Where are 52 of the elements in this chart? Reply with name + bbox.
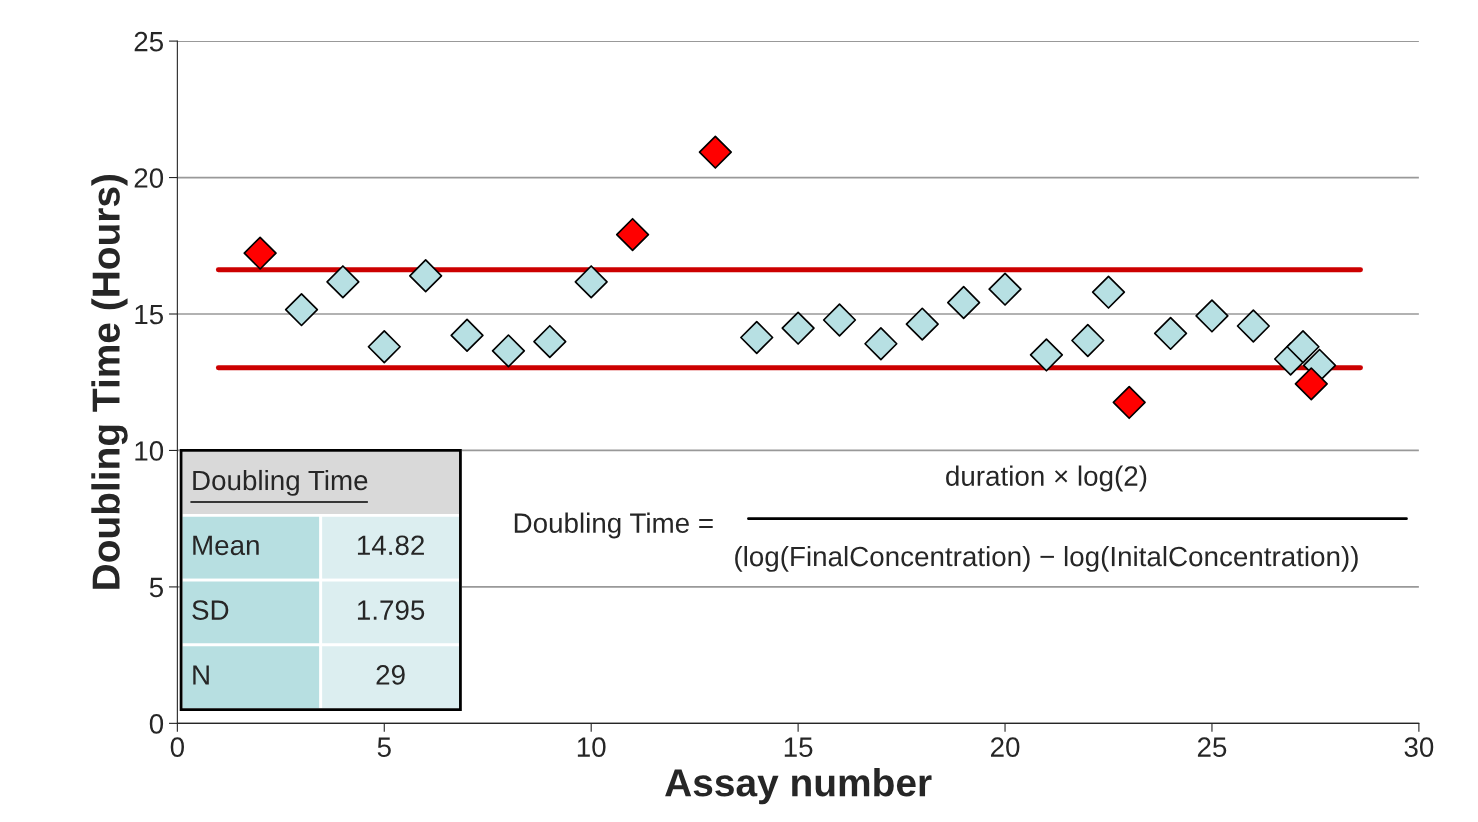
x-tick-label: 5 [377,737,391,757]
annotation: Doubling Time [193,469,368,496]
y-tick-label: 10 [135,441,164,461]
annotation: N [193,665,209,685]
point [491,334,526,368]
x-tick-label: 10 [577,737,606,757]
annotation: 1.795 [357,600,425,620]
point [408,259,443,293]
point [822,303,857,337]
y-axis-title: Doubling Time (Hours) [91,174,128,589]
point [1294,367,1328,401]
x-tick-label: 15 [784,737,813,757]
y-tick-label: 25 [134,31,163,52]
annotation: (log(FinalConcentration) − log(InitalConcentration)) [735,545,1358,572]
point [326,265,360,299]
point [1195,299,1229,333]
y-tick-label: 5 [149,577,163,598]
point [367,330,401,364]
annotation: 14.82 [357,535,424,556]
point [1236,309,1271,343]
annotation: duration × log(2) [946,465,1147,492]
point [698,135,733,169]
point [1091,275,1126,309]
x-axis-title: Assay number [665,768,932,805]
point [243,236,277,270]
y-tick-label: 15 [135,304,163,325]
point [946,285,981,320]
x-tick-label: 25 [1197,737,1227,757]
annotation: Doubling Time = [514,512,713,539]
point [1029,338,1064,372]
y-tick-label: 20 [134,168,164,188]
point [905,307,939,341]
annotation: Mean [193,535,259,556]
point [284,292,319,327]
point [450,318,484,352]
annotation: SD [192,600,229,620]
x-tick-label: 30 [1404,737,1434,757]
point [1112,385,1146,420]
point [781,311,815,345]
point [864,327,898,361]
annotation: 29 [376,665,405,685]
point [1153,316,1188,351]
y-tick-label: 0 [149,714,164,734]
x-tick-label: 0 [170,737,184,757]
point [574,265,608,299]
point [1071,323,1105,358]
point [988,272,1022,306]
point [1286,330,1320,364]
point [533,324,567,359]
x-tick-label: 20 [990,737,1020,757]
point [615,217,650,252]
point [740,320,774,355]
